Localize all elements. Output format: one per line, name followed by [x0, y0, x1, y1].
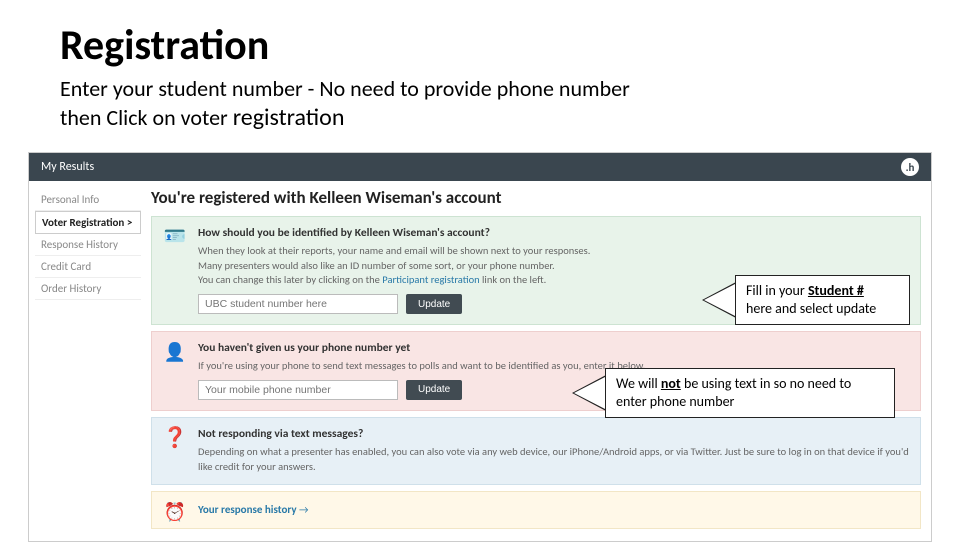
sidebar-item-response-history[interactable]: Response History: [35, 234, 141, 256]
subtitle-1b: student number - No need to provide phon…: [158, 75, 629, 102]
sec2-title: You haven't given us your phone number y…: [198, 340, 910, 356]
sec1-line3b: link on the left.: [480, 273, 547, 286]
phone-input[interactable]: [198, 380, 398, 400]
sidebar-item-order-history[interactable]: Order History: [35, 278, 141, 300]
sec3-line1: Depending on what a presenter has enable…: [198, 445, 910, 474]
question-icon: ❓: [162, 426, 188, 450]
embedded-screenshot: My Results .h Personal Info Voter Regist…: [28, 152, 932, 542]
section-not-text: ❓ Not responding via text messages? Depe…: [151, 417, 921, 485]
callout-phone: We will not be using text in so no need …: [605, 368, 895, 418]
subtitle-2a: then Click on voter: [60, 104, 233, 131]
sidebar-item-credit-card[interactable]: Credit Card: [35, 256, 141, 278]
participant-registration-link[interactable]: Participant registration: [382, 273, 479, 286]
sidebar-item-voter-registration[interactable]: Voter Registration >: [35, 211, 141, 234]
student-number-input[interactable]: [198, 294, 398, 314]
update-student-button[interactable]: Update: [406, 294, 462, 314]
app-topbar: My Results .h: [29, 153, 931, 181]
subtitle-1a: Enter your: [60, 75, 158, 102]
person-icon: 👤: [162, 340, 188, 364]
sec1-line1: When they look at their reports, your na…: [198, 244, 590, 257]
callout-arrow-icon: [702, 282, 736, 318]
sec1-line3a: You can change this later by clicking on…: [198, 273, 382, 286]
callout-arrow-icon: [572, 375, 606, 411]
subtitle-2b: registration: [233, 103, 345, 132]
badge-icon: 🪪: [162, 225, 188, 249]
response-history-link[interactable]: Your response history: [198, 503, 299, 516]
callout2-t1: We will: [616, 375, 661, 392]
arrow-icon: →: [299, 503, 309, 516]
update-phone-button[interactable]: Update: [406, 380, 462, 400]
main-panel: You're registered with Kelleen Wiseman's…: [147, 181, 931, 541]
page-title: Registration: [60, 20, 900, 71]
section-history: ⏰ Your response history →: [151, 491, 921, 529]
sidebar: Personal Info Voter Registration > Respo…: [29, 181, 147, 541]
sec3-title: Not responding via text messages?: [198, 426, 910, 442]
clock-icon: ⏰: [162, 500, 188, 524]
callout2-ul: not: [661, 375, 681, 392]
main-heading: You're registered with Kelleen Wiseman's…: [151, 187, 921, 208]
callout1-t2: here and select update: [746, 300, 876, 317]
callout-student-number: Fill in your Student # here and select u…: [735, 275, 910, 325]
page-subtitle: Enter your student number - No need to p…: [60, 75, 900, 133]
brand-icon[interactable]: .h: [901, 158, 919, 176]
sec1-title: How should you be identified by Kelleen …: [198, 225, 910, 241]
sidebar-item-personal-info[interactable]: Personal Info: [35, 189, 141, 211]
topbar-label[interactable]: My Results: [41, 160, 94, 174]
sec1-line2: Many presenters would also like an ID nu…: [198, 259, 555, 272]
callout1-t1: Fill in your: [746, 282, 808, 299]
callout1-ul: Student #: [808, 282, 864, 299]
